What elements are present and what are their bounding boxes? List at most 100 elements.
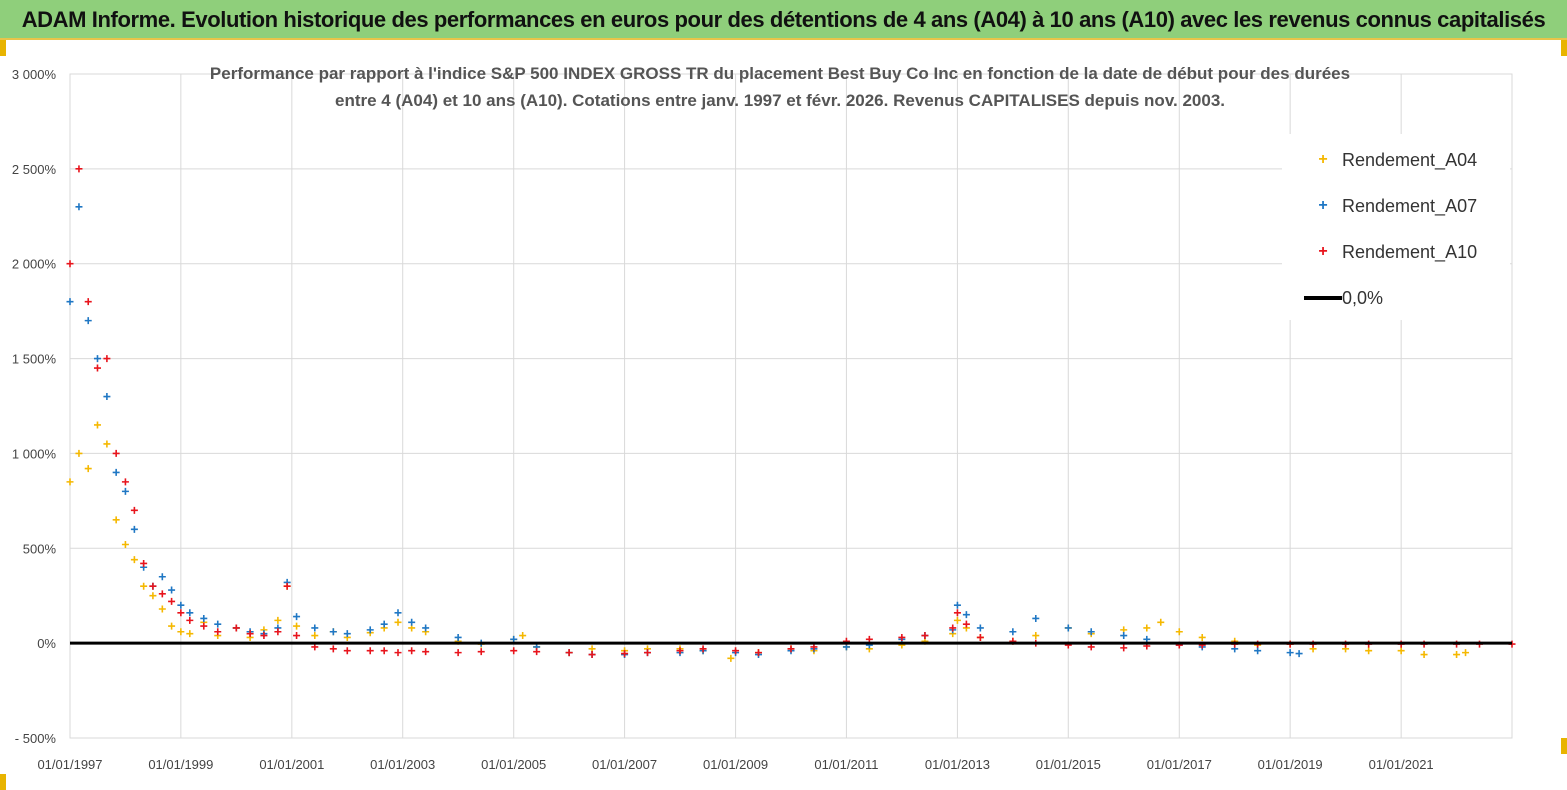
data-point [186, 609, 194, 617]
legend-label-a07: Rendement_A07 [1342, 196, 1478, 216]
series-rendement-a04 [66, 421, 1470, 662]
data-point [103, 393, 111, 401]
data-point [200, 614, 208, 622]
data-point [1397, 647, 1405, 655]
data-point [311, 632, 319, 640]
chart-title-line-2: entre 4 (A04) et 10 ans (A10). Cotations… [335, 91, 1225, 110]
corner-mark-bottom-left [0, 774, 6, 790]
data-point [565, 649, 573, 657]
data-point [112, 449, 120, 457]
data-point [1420, 651, 1428, 659]
corner-mark-top-left [0, 40, 6, 56]
data-point [66, 478, 74, 486]
plus-marker-icon: + [1318, 197, 1328, 214]
data-point [103, 440, 111, 448]
data-point [158, 605, 166, 613]
data-point [699, 645, 707, 653]
data-point [329, 628, 337, 636]
data-point [93, 421, 101, 429]
data-point [394, 649, 402, 657]
data-point [1120, 632, 1128, 640]
data-point [953, 601, 961, 609]
x-tick-label: 01/01/2005 [481, 757, 546, 772]
data-point [112, 468, 120, 476]
data-point [329, 645, 337, 653]
y-tick-label: - 500% [15, 731, 57, 746]
data-point [394, 609, 402, 617]
data-point [293, 613, 301, 621]
y-tick-label: 2 500% [12, 162, 57, 177]
data-point [422, 648, 430, 656]
legend-label-a04: Rendement_A04 [1342, 150, 1478, 170]
data-point [732, 647, 740, 655]
data-point [976, 633, 984, 641]
series-rendement-a07 [66, 203, 1303, 659]
x-tick-label: 01/01/2003 [370, 757, 435, 772]
data-point [366, 647, 374, 655]
data-point [422, 624, 430, 632]
data-point [140, 559, 148, 567]
data-point [1462, 649, 1470, 657]
data-point [366, 626, 374, 634]
data-point [1453, 651, 1461, 659]
data-point [200, 622, 208, 630]
data-point [953, 616, 961, 624]
data-point [283, 582, 291, 590]
data-point [75, 449, 83, 457]
y-tick-label: 1 000% [12, 446, 57, 461]
data-point [168, 597, 176, 605]
data-point [149, 592, 157, 600]
data-point [898, 633, 906, 641]
corner-mark-bottom-right [1561, 738, 1567, 754]
data-point [177, 601, 185, 609]
data-point [408, 618, 416, 626]
data-point [168, 586, 176, 594]
data-point [1295, 650, 1303, 658]
x-tick-label: 01/01/2019 [1258, 757, 1323, 772]
x-tick-label: 01/01/2015 [1036, 757, 1101, 772]
data-point [380, 647, 388, 655]
banner-title: ADAM Informe. Evolution historique des p… [21, 7, 1546, 32]
data-point [66, 260, 74, 268]
x-tick-label: 01/01/1999 [148, 757, 213, 772]
data-point [454, 649, 462, 657]
data-point [293, 632, 301, 640]
data-point [510, 647, 518, 655]
data-point [93, 355, 101, 363]
data-point [533, 648, 541, 656]
data-point [293, 622, 301, 630]
data-point [84, 465, 92, 473]
line-marker-icon [1304, 296, 1342, 300]
data-point [394, 618, 402, 626]
data-point [1009, 628, 1017, 636]
data-point [962, 611, 970, 619]
x-tick-label: 01/01/2011 [814, 757, 878, 772]
data-point [787, 645, 795, 653]
data-point [1286, 649, 1294, 657]
data-point [454, 633, 462, 641]
data-point [274, 628, 282, 636]
data-point [158, 573, 166, 581]
data-point [380, 620, 388, 628]
corner-mark-top-right [1561, 40, 1567, 56]
y-tick-label: 1 500% [12, 352, 57, 367]
legend: + Rendement_A04 + Rendement_A07 + Rendem… [1282, 134, 1510, 320]
legend-label-a10: Rendement_A10 [1342, 242, 1478, 262]
data-point [588, 651, 596, 659]
data-point [130, 525, 138, 533]
data-point [260, 632, 268, 640]
data-point [755, 649, 763, 657]
data-point [621, 650, 629, 658]
x-axis-ticks: 01/01/1997 01/01/1999 01/01/2001 01/01/2003… [37, 757, 1433, 772]
data-point [168, 622, 176, 630]
data-point [921, 632, 929, 640]
data-point [214, 628, 222, 636]
data-point [112, 516, 120, 524]
data-point [177, 609, 185, 617]
data-point [1157, 618, 1165, 626]
data-point [727, 654, 735, 662]
x-tick-label: 01/01/2017 [1147, 757, 1212, 772]
x-tick-label: 01/01/1997 [37, 757, 102, 772]
data-point [75, 203, 83, 211]
